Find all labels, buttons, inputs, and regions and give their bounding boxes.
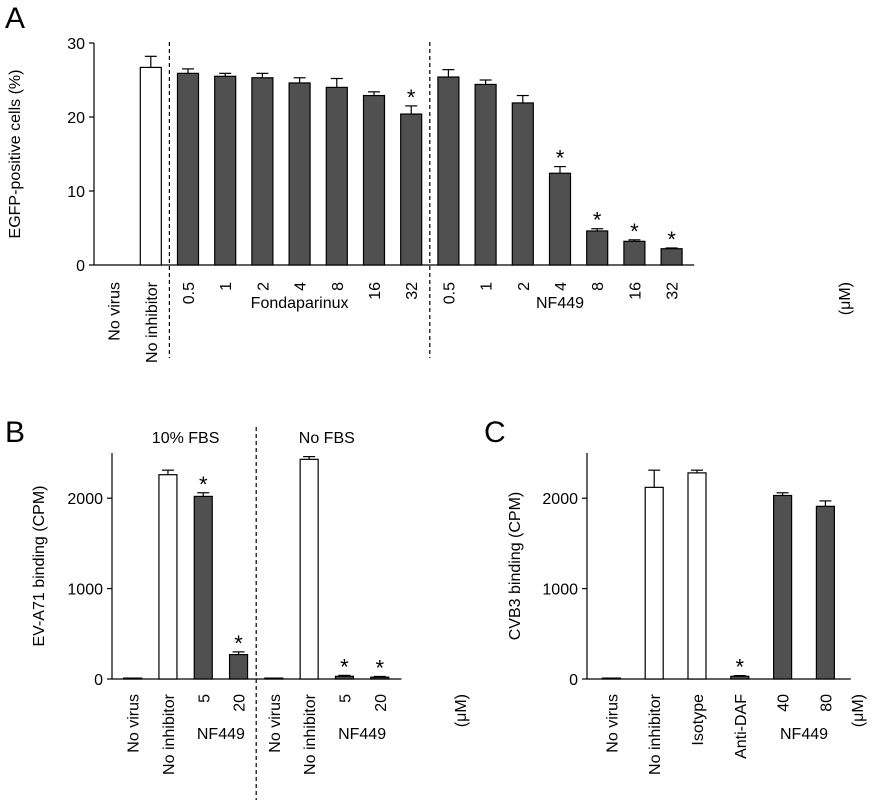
category-label: 20 [232, 694, 249, 712]
significance-marker: * [340, 654, 349, 679]
significance-marker: * [234, 631, 243, 656]
significance-marker: * [593, 208, 602, 233]
category-label: 32 [404, 282, 421, 300]
bar [264, 677, 284, 680]
unit-label: (μM) [837, 282, 854, 315]
category-label: 4 [293, 282, 310, 291]
category-label: No inhibitor [647, 693, 664, 775]
y-axis-label: EV-A71 binding (CPM) [31, 486, 48, 647]
bar [288, 82, 311, 266]
category-label: 8 [590, 282, 607, 291]
bar [437, 76, 460, 266]
bar [474, 83, 497, 266]
category-label: Anti-DAF [733, 694, 750, 759]
category-label: No virus [126, 694, 143, 753]
bar [644, 486, 664, 680]
category-label: 4 [553, 282, 570, 291]
category-label: Isotype [690, 694, 707, 746]
bar [815, 505, 836, 680]
y-tick-label: 0 [76, 258, 85, 275]
bar [325, 86, 348, 266]
unit-label: (μM) [453, 694, 470, 727]
y-tick-label: 2000 [67, 491, 103, 508]
bar [601, 677, 622, 680]
y-tick-label: 1000 [67, 582, 103, 599]
significance-marker: * [556, 146, 565, 171]
bar [123, 677, 143, 680]
significance-marker: * [407, 85, 416, 110]
panel-c: C 0 1000 2000 CVB3 binding (CPM) No virus No … [484, 416, 867, 775]
category-label: No inhibitor [144, 281, 161, 363]
group-label: NF449 [197, 726, 245, 743]
group-label: Fondaparinux [251, 295, 349, 312]
unit-label: (μM) [850, 694, 867, 727]
significance-marker: * [667, 227, 676, 252]
category-label: 16 [367, 282, 384, 300]
top-group-label: No FBS [299, 430, 355, 447]
category-label: 0.5 [441, 282, 458, 304]
category-label: 5 [337, 694, 354, 703]
top-group-label: 10% FBS [152, 430, 220, 447]
bar [158, 474, 178, 680]
bar [548, 172, 572, 266]
category-label: No virus [604, 694, 621, 753]
y-tick-label: 0 [94, 672, 103, 689]
category-label: 0.5 [181, 282, 198, 304]
y-axis-label: CVB3 binding (CPM) [507, 492, 524, 641]
category-label: 2 [255, 282, 272, 291]
bar [299, 458, 319, 680]
category-label: 80 [818, 694, 835, 712]
y-tick-label: 30 [67, 36, 85, 53]
bar [251, 77, 274, 266]
y-tick-label: 20 [67, 110, 85, 127]
bar [193, 495, 213, 680]
y-tick-label: 1000 [542, 582, 578, 599]
category-label: 32 [665, 282, 682, 300]
category-label: 5 [196, 694, 213, 703]
bar [400, 113, 423, 266]
bar [772, 494, 793, 680]
bar [176, 72, 200, 266]
panel-a: A 0 10 20 30 EGFP-positive cells (%) No virus… [5, 2, 854, 363]
category-label: 1 [218, 282, 235, 291]
bar [362, 94, 386, 266]
category-label: 20 [373, 694, 390, 712]
panel-letter-b: B [5, 416, 25, 449]
bar [139, 66, 162, 266]
significance-marker: * [375, 655, 384, 680]
panel-letter-c: C [484, 416, 506, 449]
significance-marker: * [199, 472, 208, 497]
category-label: 8 [330, 282, 347, 291]
panel-b: B 0 1000 2000 EV-A71 binding (CPM) No virus N… [5, 416, 470, 800]
group-label: NF449 [338, 726, 386, 743]
category-label: No inhibitor [161, 693, 178, 775]
bar [214, 75, 237, 266]
group-label: NF449 [536, 295, 584, 312]
category-label: 16 [627, 282, 644, 300]
y-tick-label: 0 [569, 672, 578, 689]
y-axis-label: EGFP-positive cells (%) [7, 70, 24, 239]
y-tick-label: 2000 [542, 491, 578, 508]
category-label: 1 [479, 282, 496, 291]
panel-letter-a: A [5, 2, 25, 35]
significance-marker: * [630, 219, 639, 244]
category-label: 40 [776, 694, 793, 712]
bar [586, 230, 609, 266]
bar [511, 102, 534, 266]
category-label: No virus [107, 282, 124, 341]
bar [228, 653, 249, 680]
category-label: No virus [267, 694, 284, 753]
bar [687, 472, 707, 680]
group-label: NF449 [780, 726, 828, 743]
category-label: No inhibitor [302, 693, 319, 775]
y-tick-label: 10 [67, 184, 85, 201]
bar [623, 240, 646, 266]
category-label: 2 [516, 282, 533, 291]
significance-marker: * [736, 655, 745, 680]
